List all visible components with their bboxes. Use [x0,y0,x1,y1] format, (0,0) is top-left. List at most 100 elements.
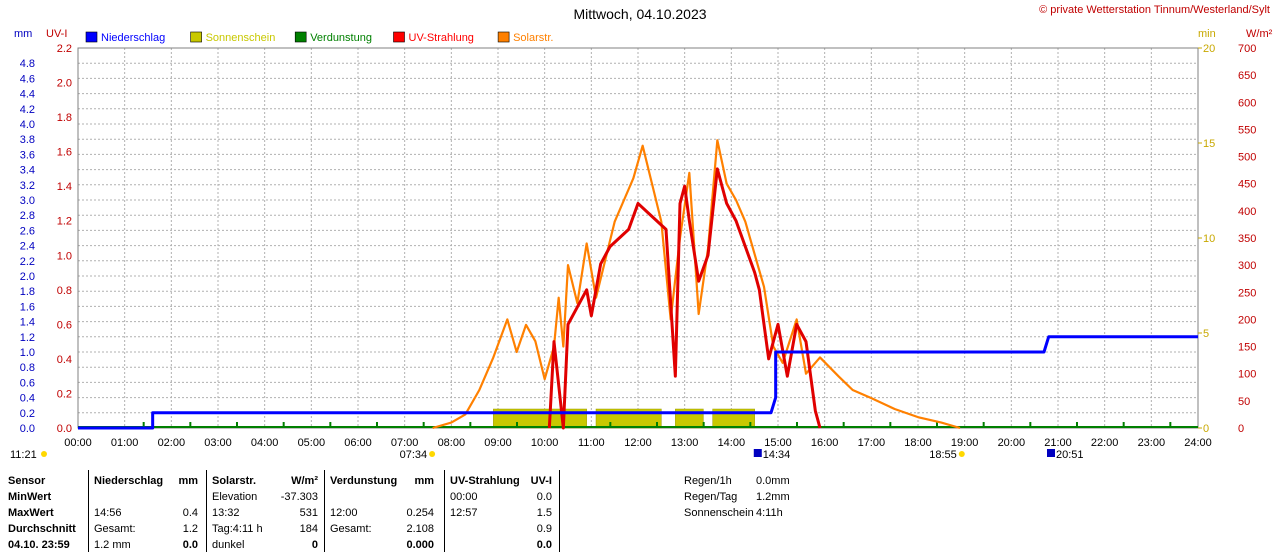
evaporation-tick [236,422,238,428]
time-tick-label: 21:00 [1044,437,1072,449]
time-tick-label: 06:00 [344,437,372,449]
sunset-label: 18:55 [929,449,957,461]
table-cell: 2.108 [406,523,434,535]
table-cell: 0.0 [182,539,198,551]
wm2-tick-label: 250 [1238,287,1256,299]
evaporation-tick [189,422,192,428]
wm2-tick-label: 650 [1238,70,1256,82]
mm-tick-label: 4.2 [20,104,35,116]
table-cell: 0.000 [406,539,434,551]
table-cell: 13:32 [212,507,240,519]
evaporation-tick [609,422,612,428]
min-tick-label: 0 [1203,423,1209,435]
mm-tick-label: 0.8 [20,362,35,374]
time-tick-label: 04:00 [251,437,279,449]
wm2-tick-label: 400 [1238,206,1256,218]
table-cell: 0.9 [536,523,552,535]
table-cell: mm [414,475,434,487]
mm-tick-label: 1.8 [20,286,35,298]
time-tick-label: 13:00 [671,437,699,449]
wm2-tick-label: 350 [1238,233,1256,245]
evaporation-tick [749,422,752,428]
wm2-tick-label: 600 [1238,97,1256,109]
time-tick-label: 16:00 [811,437,839,449]
evaporation-tick [1076,422,1078,428]
uv-max-label: 14:34 [763,449,791,461]
legend-label: Solarstr. [513,32,553,44]
uv-tick-label: 1.6 [57,147,72,159]
uv-tick-label: 2.2 [57,43,72,55]
legend-swatch [393,31,405,43]
table-cell: Elevation [212,491,258,503]
wm2-tick-label: 100 [1238,369,1256,381]
table-cell: 0.0mm [756,475,790,487]
evaporation-tick [516,422,518,428]
time-tick-label: 10:00 [531,437,559,449]
table-cell: 0.254 [406,507,434,519]
uv-tick-label: 1.0 [57,250,72,262]
table-cell: 0.4 [182,507,198,519]
uv-tick-label: 1.2 [57,216,72,228]
evaporation-tick [842,422,845,428]
time-tick-label: 17:00 [858,437,886,449]
legend-swatch [497,31,510,43]
time-tick-label: 00:00 [64,437,92,449]
table-cell: Durchschnitt [8,523,76,535]
min-tick-label: 10 [1203,233,1215,245]
table-cell: 184 [299,523,318,535]
wm2-tick-label: 450 [1238,179,1256,191]
time-tick-label: 14:00 [718,437,746,449]
evaporation-tick [1029,422,1032,428]
legend-swatch [294,31,307,43]
mm-tick-label: 2.4 [20,241,35,253]
uv-tick-label: 2.0 [57,78,72,90]
time-tick-label: 01:00 [111,437,139,449]
uv-tick-label: 1.4 [57,181,72,193]
time-tick-label: 07:00 [391,437,419,449]
wm2-tick-label: 700 [1238,43,1256,55]
table-cell: mm [178,475,198,487]
time-tick-label: 18:00 [904,437,932,449]
series-line-niederschlag [78,335,1198,430]
evaporation-tick [936,422,938,428]
table-cell: UV-I [530,475,552,487]
sun-icon [41,451,47,457]
mm-tick-label: 3.6 [20,149,35,161]
evaporation-tick [422,422,425,428]
table-cell: Tag:4:11 h [212,523,263,535]
table-cell: 1.2 mm [94,539,131,551]
table-cell: Verdunstung [330,475,398,487]
evaporation-tick [1122,422,1125,428]
chart-title: Mittwoch, 04.10.2023 [573,6,707,22]
table-cell: Sonnenschein [684,507,754,519]
time-tick-label: 22:00 [1091,437,1119,449]
mm-tick-label: 3.0 [20,195,35,207]
table-cell: 1.2mm [756,491,790,503]
evaporation-tick [702,422,705,428]
mm-tick-label: 3.2 [20,180,35,192]
sunset-icon [958,451,965,457]
current-time-label: 11:21 [10,449,37,461]
table-cell: Niederschlag [94,475,164,487]
uv-tick-label: 0.4 [57,354,72,366]
evaporation-tick [796,422,798,428]
table-cell: Regen/1h [684,475,732,487]
table-cell: UV-Strahlung [450,475,520,487]
series-line-solarstr [432,139,961,430]
legend-swatch [190,31,202,43]
time-tick-label: 15:00 [764,437,792,449]
table-cell: 4:11h [756,507,783,519]
time-tick-label: 19:00 [951,437,979,449]
wm2-tick-label: 0 [1238,423,1244,435]
table-cell: 04.10. 23:59 [8,539,70,551]
wm2-tick-label: 50 [1238,396,1250,408]
time-tick-label: 05:00 [298,437,326,449]
table-cell: Solarstr. [212,475,257,487]
table-cell: -37.303 [280,491,318,503]
mm-tick-label: 1.4 [20,317,35,329]
time-tick-label: 02:00 [158,437,186,449]
evaporation-tick [889,422,892,428]
uv-tick-label: 0.6 [57,319,72,331]
wm2-tick-label: 200 [1238,314,1256,326]
time-tick-label: 23:00 [1138,437,1166,449]
